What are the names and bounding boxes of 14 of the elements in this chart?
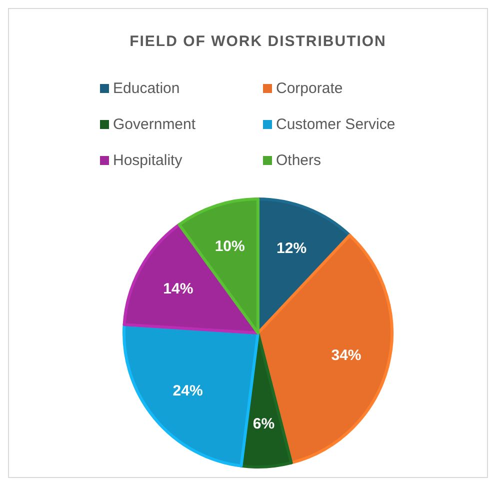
data-label: 10% <box>214 238 245 255</box>
legend-label: Customer Service <box>276 116 396 133</box>
legend-label: Corporate <box>276 80 343 97</box>
chart-title: FIELD OF WORK DISTRIBUTION <box>130 33 386 50</box>
data-label: 34% <box>331 347 362 364</box>
data-label: 24% <box>172 382 203 400</box>
pie-slice <box>122 223 260 334</box>
data-label: 6% <box>252 415 275 432</box>
legend-label: Education <box>113 80 180 97</box>
legend-label: Others <box>276 152 322 169</box>
data-label: 12% <box>276 240 307 257</box>
legend-label: Government <box>113 116 196 133</box>
legend-label: Hospitality <box>113 152 183 169</box>
data-label: 14% <box>163 280 194 298</box>
